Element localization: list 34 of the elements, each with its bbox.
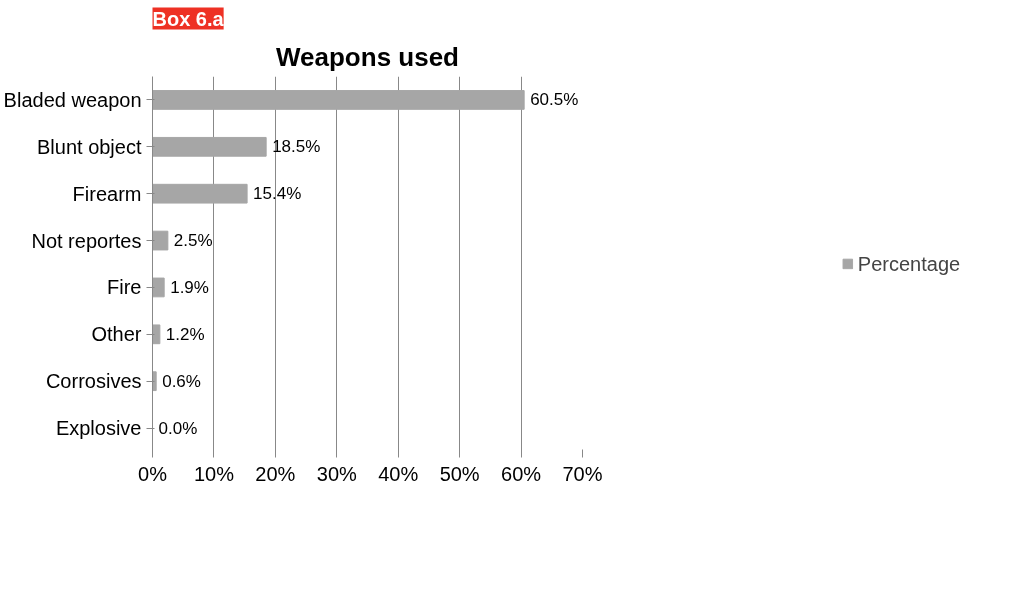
data-label: 60.5% (530, 90, 579, 110)
data-label: 2.5% (173, 231, 213, 251)
bar (152, 324, 161, 345)
y-tick-label: Corrosives (45, 370, 142, 393)
x-tick-label: 60% (501, 462, 542, 485)
x-tick-label: 0% (138, 462, 168, 485)
y-tick-label: Explosive (55, 417, 142, 440)
bar (152, 277, 165, 298)
x-tick-label: 30% (316, 462, 358, 485)
y-tick-label: Fire (107, 276, 142, 299)
x-tick-label: 10% (193, 462, 235, 485)
legend-label: Percentage (857, 252, 961, 275)
y-tick-label: Firearm (72, 182, 142, 205)
data-label: 0.0% (158, 418, 198, 438)
bar (152, 230, 169, 251)
x-tick-label: 50% (439, 462, 480, 485)
bar (152, 183, 248, 204)
data-label: 1.2% (165, 324, 205, 344)
bar (152, 371, 157, 392)
bar (152, 90, 525, 110)
text: Box 6.a (152, 7, 225, 30)
bar (152, 136, 267, 157)
x-tick-label: 20% (255, 462, 296, 485)
y-tick-label: Not reportes (31, 229, 142, 252)
y-tick-label: Blunt object (36, 135, 142, 158)
y-tick-label: Bladed weapon (3, 88, 142, 111)
x-tick-label: 70% (562, 462, 603, 485)
data-label: 18.5% (272, 137, 321, 157)
chart-title: Weapons used (276, 41, 460, 72)
data-label: 15.4% (253, 184, 302, 204)
data-label: 1.9% (170, 277, 209, 297)
data-label: 0.6% (162, 371, 201, 391)
x-tick-label: 40% (378, 462, 419, 485)
y-tick-label: Other (91, 323, 142, 346)
